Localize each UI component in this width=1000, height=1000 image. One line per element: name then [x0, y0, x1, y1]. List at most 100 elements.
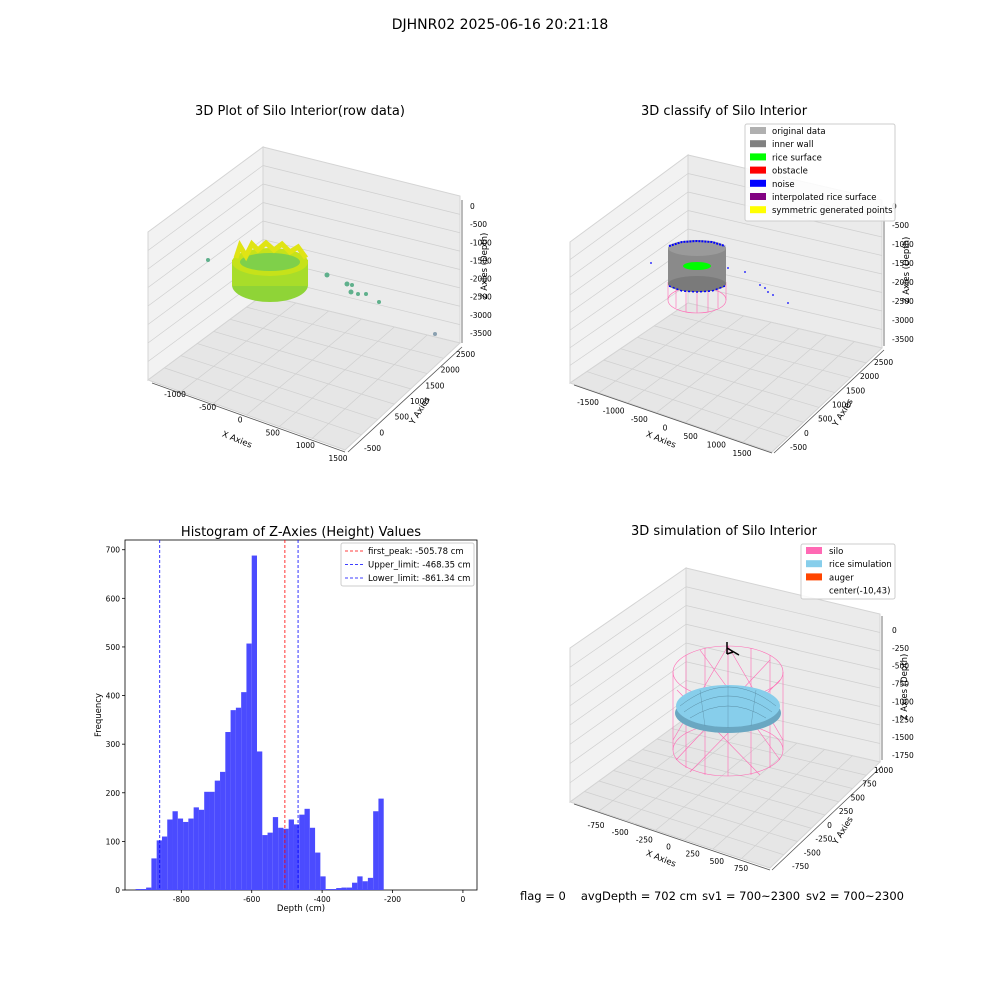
grid-line — [262, 220, 461, 270]
legend-label: obstacle — [772, 167, 808, 177]
classify-z-tick: -1000 — [892, 240, 914, 249]
classify-z-tick: -500 — [892, 221, 909, 230]
grid-line — [147, 202, 264, 288]
grid-line — [569, 191, 689, 278]
histogram-bar — [367, 877, 374, 890]
y-tick-label: 200 — [106, 789, 121, 798]
grid-line — [246, 306, 444, 359]
histogram-bar — [262, 835, 268, 890]
simulation-y-tick: -250 — [815, 835, 832, 844]
grid-line — [569, 642, 687, 726]
y-tick-label: 400 — [106, 692, 121, 701]
histogram-bar — [278, 827, 284, 890]
grid-line — [685, 328, 800, 423]
noise-points — [650, 239, 789, 304]
raw-z-tick: 0 — [470, 202, 475, 211]
legend-label: noise — [772, 180, 795, 190]
status-sv2: sv2 = 700~2300 — [806, 889, 904, 903]
histogram-bar — [352, 882, 358, 890]
grid-line — [147, 220, 264, 307]
classify-y-tick: 2500 — [874, 358, 893, 367]
grid-line — [197, 343, 395, 405]
raw-z-tick: -1000 — [470, 238, 492, 247]
simulation-x-tick: 250 — [686, 850, 701, 859]
grid-line — [164, 367, 362, 436]
classify-x-tick: -1500 — [577, 398, 599, 407]
histogram-bar — [325, 889, 331, 890]
classify-z-tick: -3000 — [892, 316, 914, 325]
raw-z-tick: -1500 — [470, 256, 492, 265]
classify-y-tick: -500 — [790, 443, 807, 452]
histogram-bar — [188, 818, 194, 890]
raw-plot-title: 3D Plot of Silo Interior(row data) — [195, 104, 405, 119]
legend-label: auger — [829, 573, 854, 583]
legend-swatch — [806, 560, 822, 568]
simulation-x-axis-label: X Axies — [644, 849, 677, 870]
grid-line — [213, 310, 329, 404]
simulation-y-tick: -750 — [792, 862, 809, 871]
classify-x-tick: 0 — [663, 424, 668, 433]
raw-y-tick: -500 — [364, 444, 381, 453]
legend-swatch — [750, 193, 766, 200]
grid-line — [569, 210, 689, 296]
classify-3d-plot: -1500 -1000 -500 0 500 1000 1500 -500 0 500 1000 1… — [568, 123, 914, 458]
grid-line — [262, 165, 461, 215]
simulation-x-tick: -250 — [636, 835, 653, 844]
histogram-bar — [315, 852, 321, 890]
raw-z-axis-label: Z Axies (Depth) — [480, 233, 490, 300]
status-line: flag = 0 avgDepth = 702 cm sv1 = 700~2300 s… — [520, 889, 914, 903]
simulation-y-tick: 0 — [827, 821, 832, 830]
grid-line — [262, 183, 461, 234]
classify-y-tick: 500 — [818, 415, 833, 424]
legend-label: inner wall — [772, 140, 813, 150]
grid-line — [569, 605, 687, 687]
y-tick-label: 700 — [106, 546, 121, 555]
raw-y-tick: 0 — [379, 428, 384, 437]
grid-line — [569, 173, 689, 260]
grid-line — [569, 680, 687, 764]
raw-z-tick: -3000 — [470, 311, 492, 320]
histogram-bar — [193, 807, 199, 890]
status-flag: flag = 0 — [520, 889, 566, 903]
x-tick-label: -200 — [384, 895, 401, 904]
grid-line — [569, 623, 687, 707]
simulation-z-tick: -250 — [892, 644, 909, 653]
raw-y-tick: 1500 — [425, 381, 444, 390]
histogram-bar — [151, 858, 157, 890]
histogram-bar — [241, 692, 247, 890]
raw-z-tick: -3500 — [470, 329, 492, 338]
simulation-z-tick: -1250 — [892, 715, 914, 724]
simulation-y-tick: 1000 — [874, 766, 893, 775]
classify-z-tick: -2000 — [892, 278, 914, 287]
grid-line — [685, 605, 881, 652]
histogram-bar — [220, 771, 226, 890]
simulation-3d-plot: -750 -500 -250 0 250 500 750 -750 -500 -250 0 250 5… — [568, 543, 914, 873]
histogram-bar — [373, 811, 379, 890]
simulation-x-tick: 0 — [666, 843, 671, 852]
depth-histogram: Histogram of Z-Axies (Height) Values -80… — [94, 525, 478, 914]
raw-x-tick: 1500 — [328, 454, 347, 463]
classify-plot-title: 3D classify of Silo Interior — [640, 104, 808, 119]
simulation-z-axis-label: Z Axies (Depth) — [900, 654, 910, 721]
raw-silo-cloud — [232, 239, 309, 302]
legend-label: symmetric generated points — [772, 206, 893, 216]
histogram-bar — [341, 887, 347, 890]
classify-y-tick: 1500 — [846, 386, 865, 395]
legend-label: center(-10,43) — [829, 587, 890, 597]
grid-line — [685, 623, 881, 670]
grid-line — [613, 770, 812, 829]
grid-line — [311, 334, 428, 439]
histogram-bar — [230, 710, 236, 890]
raw-z-tick: -2000 — [470, 275, 492, 284]
legend-label: rice surface — [772, 153, 822, 163]
histogram-bar — [336, 888, 342, 890]
legend-swatch — [750, 166, 766, 174]
y-tick-label: 600 — [106, 594, 121, 603]
simulation-x-tick: 750 — [734, 864, 749, 873]
simulation-x-tick: 500 — [710, 857, 725, 866]
grid-line — [569, 698, 687, 784]
grid-line — [598, 780, 798, 842]
grid-line — [230, 318, 428, 374]
grid-line — [656, 738, 853, 789]
